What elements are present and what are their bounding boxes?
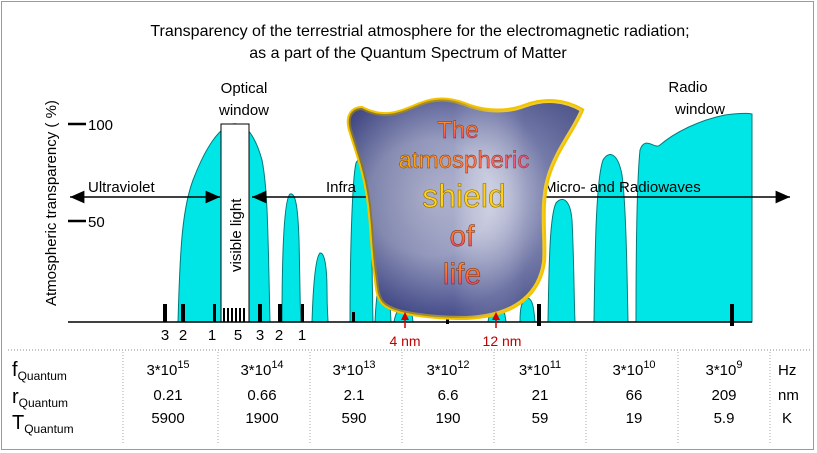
row-label-t: TQuantum (12, 412, 74, 436)
atmospheric-shield: The atmospheric shield of life (346, 97, 585, 321)
infrared-label: Infra (326, 179, 357, 196)
marker-12nm-arrow (492, 312, 500, 320)
f-value: 3*1015 (146, 359, 189, 379)
micro-peak-1 (547, 199, 576, 323)
bar (223, 308, 225, 322)
bottom-number: 1 (298, 327, 306, 344)
marker-4nm-label: 4 nm (389, 333, 420, 349)
bar (537, 304, 541, 326)
micro-radio-label: Micro- and Radiowaves (544, 179, 701, 196)
r-value: 209 (711, 387, 736, 404)
visible-light-label: visible light (228, 198, 245, 272)
shield-shade (348, 99, 582, 319)
t-value: 1900 (245, 410, 278, 427)
bar (181, 304, 185, 322)
bar (163, 304, 167, 322)
title-line-1: Transparency of the terrestrial atmosphe… (150, 23, 689, 40)
bar (231, 308, 233, 322)
shield-text-atmospheric: atmospheric (399, 147, 530, 174)
bar (258, 304, 262, 322)
bar (730, 304, 734, 326)
bar (235, 308, 237, 322)
f-value: 3*1014 (240, 359, 283, 379)
r-value: 0.66 (247, 387, 276, 404)
r-value: 2.1 (344, 387, 365, 404)
bar (301, 304, 304, 322)
y-tick-100: 100 (88, 117, 113, 134)
bottom-number: 3 (161, 327, 169, 344)
bottom-number: 5 (234, 327, 242, 344)
y-tick-50: 50 (88, 214, 105, 231)
bar (278, 304, 282, 322)
quantum-table: fQuantum rQuantum TQuantum 3*1015 3*1014… (8, 349, 812, 444)
ir-peak-2 (311, 252, 329, 323)
shield-text-the: The (437, 117, 478, 144)
unit-hz: Hz (778, 362, 796, 379)
radio-window-label-1: Radio (668, 79, 707, 96)
bottom-number: 2 (275, 327, 283, 344)
f-value: 3*1011 (519, 359, 561, 379)
r-value: 21 (532, 387, 549, 404)
ultraviolet-label: Ultraviolet (88, 179, 156, 196)
r-value: 6.6 (438, 387, 459, 404)
bar (352, 312, 355, 322)
baseline-bars (163, 304, 734, 326)
unit-nm: nm (778, 387, 799, 404)
f-value: 3*1013 (332, 359, 375, 379)
ir-peak-1 (281, 193, 302, 323)
bar (243, 308, 245, 322)
bar (213, 304, 216, 322)
t-value: 590 (341, 410, 366, 427)
r-value: 0.21 (153, 387, 182, 404)
f-value: 3*109 (706, 359, 743, 379)
y-axis-label: Atmospheric transparency ( %) (43, 100, 60, 306)
wavelength-markers: 4 nm 12 nm (389, 312, 521, 349)
t-value: 59 (532, 410, 549, 427)
radio-window-label-2: window (674, 101, 725, 118)
bottom-number: 1 (208, 327, 216, 344)
marker-12nm-label: 12 nm (483, 333, 522, 349)
shield-text-of: of (449, 220, 475, 253)
unit-k: K (782, 410, 792, 427)
marker-4nm-arrow (401, 312, 409, 320)
shield-text-shield: shield (422, 178, 506, 214)
bottom-number: 3 (256, 327, 264, 344)
radio-window (635, 112, 753, 323)
f-value: 3*1010 (612, 359, 655, 379)
bar (227, 308, 229, 322)
t-value: 190 (435, 410, 460, 427)
t-value: 5.9 (714, 410, 735, 427)
row-label-r: rQuantum (12, 386, 68, 410)
row-label-f: fQuantum (12, 359, 67, 383)
bar (239, 308, 241, 322)
visible-light-band (220, 123, 250, 323)
bottom-number: 2 (179, 327, 187, 344)
t-value: 5900 (151, 410, 184, 427)
t-value: 19 (626, 410, 643, 427)
shield-text-life: life (443, 258, 481, 291)
optical-window-label-1: Optical (221, 80, 268, 97)
bar (446, 316, 449, 324)
optical-window-label-2: window (218, 102, 269, 119)
title-line-2: as a part of the Quantum Spectrum of Mat… (249, 45, 567, 62)
r-value: 66 (626, 387, 643, 404)
f-value: 3*1012 (426, 359, 469, 379)
